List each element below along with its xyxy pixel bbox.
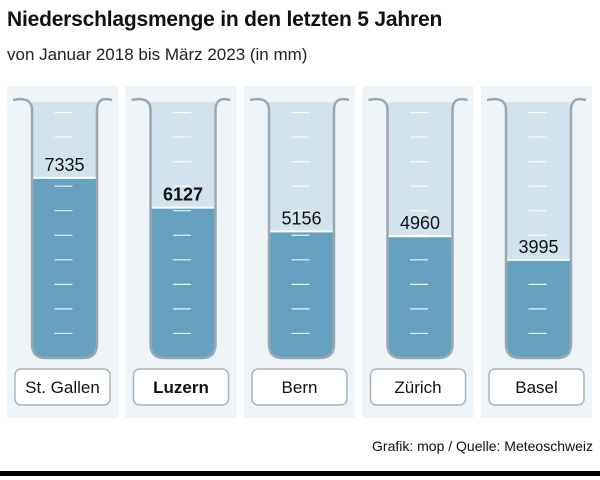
tube-group: 5156 Bern: [244, 86, 355, 418]
data-label: 3995: [518, 237, 558, 257]
category-label-box: [14, 368, 111, 406]
data-label: 5156: [281, 208, 321, 228]
source-credit: Grafik: mop / Quelle: Meteoschweiz: [372, 438, 593, 454]
category-label: Bern: [282, 378, 318, 397]
category-label: Luzern: [153, 378, 209, 397]
category-label-box: [251, 368, 348, 406]
category-label-box: [369, 368, 467, 406]
tube-outline: [131, 97, 231, 360]
data-label: 6127: [163, 185, 203, 205]
tube-outline: [249, 97, 350, 360]
category-label: Basel: [515, 378, 558, 397]
category-label-box: [488, 368, 585, 406]
chart-title: Niederschlagsmenge in den letzten 5 Jahr…: [7, 8, 443, 31]
category-label: Zürich: [394, 378, 441, 397]
chart-subtitle: von Januar 2018 bis März 2023 (in mm): [7, 45, 308, 64]
category-label: St. Gallen: [25, 378, 100, 397]
tube-group: 4960 Zürich: [362, 86, 474, 418]
water-fill-bar: [150, 207, 216, 358]
tube-outline: [486, 97, 587, 360]
tube-group: 6127 Luzern: [125, 86, 237, 418]
data-label: 7335: [44, 155, 84, 175]
water-fill-bar: [387, 236, 453, 358]
chart: 7335 St. Gallen 6127 Luzern 5156 Bern 4960 Züri…: [7, 86, 592, 418]
tube-group: 7335 St. Gallen: [7, 86, 118, 418]
bottom-rule: [0, 471, 600, 476]
water-fill-bar: [269, 231, 334, 358]
tube-group: 3995 Basel: [481, 86, 592, 418]
category-label-box: [132, 368, 230, 406]
tube-outline: [12, 97, 113, 360]
data-label: 4960: [400, 213, 440, 233]
water-fill-bar: [32, 177, 97, 358]
tube-outline: [368, 97, 468, 360]
